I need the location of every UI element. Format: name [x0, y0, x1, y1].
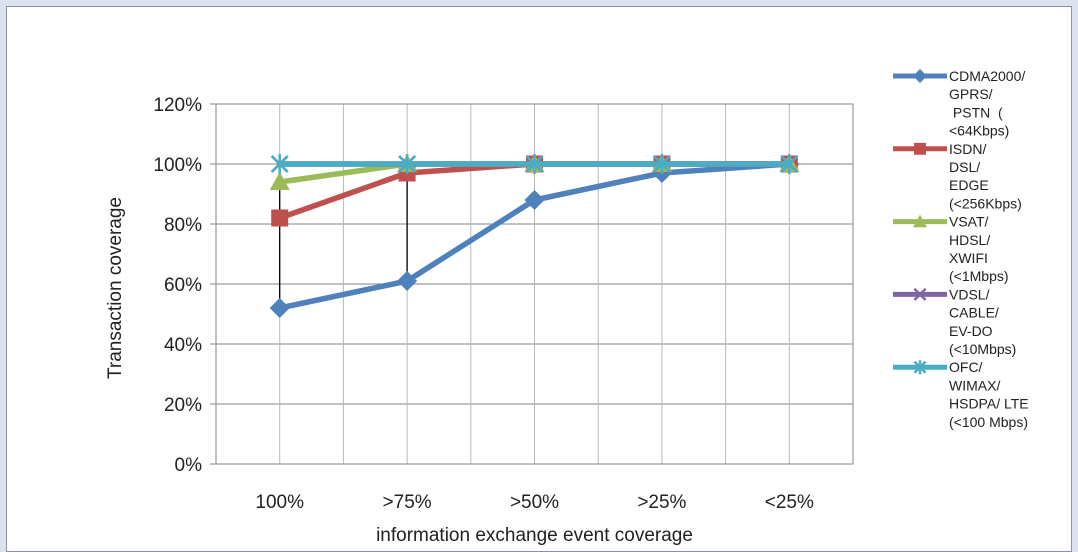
- legend-label: XWIFI: [949, 250, 988, 266]
- legend-marker: [913, 214, 927, 228]
- y-tick-label: 20%: [164, 395, 202, 416]
- legend-label: GPRS/: [949, 86, 993, 102]
- legend-marker: [913, 69, 927, 83]
- legend-label: OFC/: [949, 359, 983, 375]
- legend-item-5: OFC/WIMAX/HSDPA/ LTE (<100 Mbps): [893, 359, 1029, 430]
- y-tick-label: 40%: [164, 335, 202, 356]
- data-point: [524, 190, 545, 210]
- legend-label: EDGE: [949, 177, 989, 193]
- legend-label: <64Kbps): [949, 123, 1009, 139]
- x-tick-label: >50%: [510, 492, 559, 513]
- legend-label: EV-DO: [949, 323, 993, 339]
- series-5: [270, 154, 799, 174]
- chart-frame: [6, 6, 1072, 552]
- legend-label: (<1Mbps): [949, 268, 1009, 284]
- legend: CDMA2000/GPRS/ PSTN ( <64Kbps) ISDN/DSL/ED…: [893, 68, 1029, 430]
- legend-item-2: ISDN/DSL/EDGE (<256Kbps): [893, 141, 1022, 211]
- legend-label: (<10Mbps): [949, 341, 1016, 357]
- legend-label: PSTN (: [949, 104, 1003, 120]
- axis-ticks: 0% 20% 40% 60% 80% 100% 120% 100% >75% >50% >25% <2…: [153, 95, 814, 513]
- legend-item-3: VSAT/HDSL/XWIFI (<1Mbps): [893, 214, 1009, 284]
- legend-marker: [914, 142, 926, 155]
- y-tick-label: 80%: [164, 215, 202, 236]
- legend-label: VDSL/: [949, 286, 990, 302]
- data-point: [271, 209, 289, 227]
- x-axis-title: information exchange event coverage: [376, 525, 693, 546]
- data-point: [269, 298, 290, 318]
- data-point: [653, 154, 671, 174]
- legend-label: HSDPA/ LTE: [949, 396, 1029, 412]
- legend-item-1: CDMA2000/GPRS/ PSTN ( <64Kbps): [893, 68, 1025, 139]
- legend-label: ISDN/: [949, 141, 986, 157]
- legend-label: CABLE/: [949, 305, 999, 321]
- data-point: [270, 154, 289, 174]
- legend-label: HDSL/: [949, 232, 990, 248]
- x-tick-label: >75%: [383, 492, 432, 513]
- legend-label: VSAT/: [949, 214, 989, 230]
- x-tick-label: 100%: [255, 492, 304, 513]
- data-point: [525, 154, 544, 174]
- legend-marker: [913, 287, 927, 301]
- legend-label: WIMAX/: [949, 377, 1000, 393]
- data-point: [780, 154, 799, 174]
- legend-item-4: VDSL/CABLE/EV-DO (<10Mbps): [893, 286, 1016, 357]
- y-tick-label: 60%: [164, 275, 202, 296]
- legend-label: (<256Kbps): [949, 195, 1022, 211]
- legend-label: CDMA2000/: [949, 68, 1025, 84]
- y-tick-label: 0%: [175, 455, 203, 476]
- y-tick-label: 100%: [153, 155, 202, 176]
- data-point: [397, 271, 418, 291]
- legend-label: (<100 Mbps): [949, 414, 1028, 430]
- x-tick-label: >25%: [637, 492, 686, 513]
- legend-marker: [913, 360, 927, 375]
- y-axis-title: Transaction coverage: [105, 197, 126, 379]
- y-tick-label: 120%: [153, 95, 202, 116]
- x-tick-label: <25%: [765, 492, 814, 513]
- data-point: [269, 172, 290, 190]
- legend-label: DSL/: [949, 159, 980, 175]
- series-group: [269, 154, 800, 318]
- data-point: [398, 154, 416, 174]
